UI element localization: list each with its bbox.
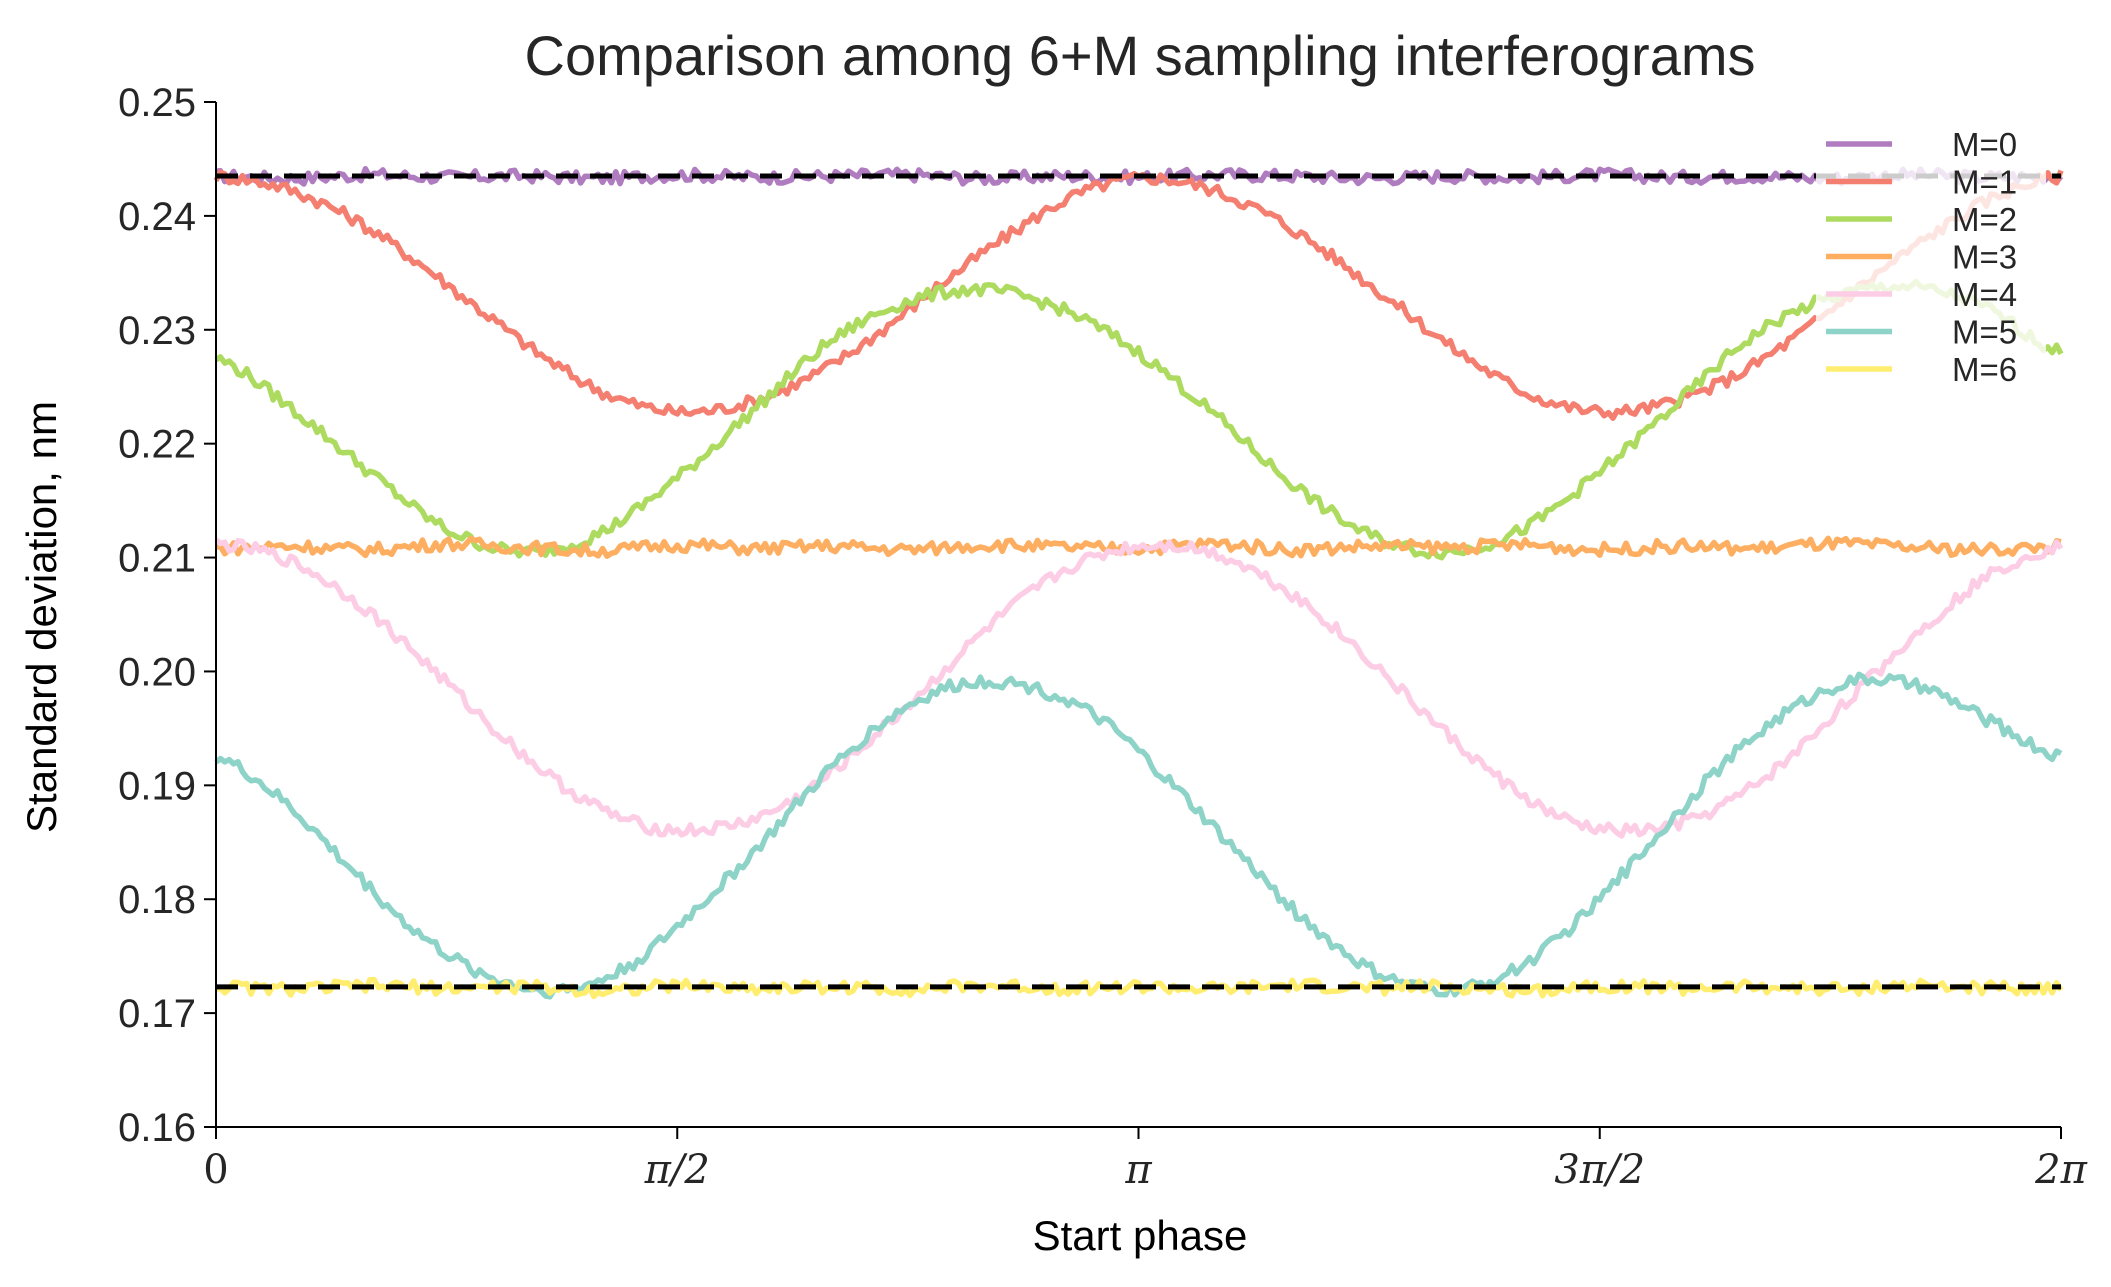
y-tick-label: 0.22 xyxy=(118,423,196,467)
y-tick-label: 0.16 xyxy=(118,1106,196,1150)
y-tick-label: 0.20 xyxy=(118,650,196,694)
y-tick-label: 0.25 xyxy=(118,81,196,125)
legend-label: M=6 xyxy=(1952,351,2017,388)
plot-lines xyxy=(213,165,2064,1000)
axes xyxy=(215,102,2061,1128)
x-tick-label: 0 xyxy=(203,1147,228,1193)
legend-label: M=4 xyxy=(1952,276,2017,313)
y-tick-label: 0.24 xyxy=(118,195,196,239)
y-tick-label: 0.21 xyxy=(118,537,196,581)
series-line xyxy=(215,535,2062,559)
series-line xyxy=(214,278,2064,561)
series-line xyxy=(214,671,2063,1000)
x-tick-label: π/2 xyxy=(644,1147,710,1193)
legend-label: M=0 xyxy=(1952,126,2017,163)
legend-label: M=2 xyxy=(1952,201,2017,238)
y-tick-label: 0.23 xyxy=(118,309,196,353)
x-tick-label: 2π xyxy=(2034,1147,2087,1193)
chart-title: Comparison among 6+M sampling interferog… xyxy=(525,24,1756,87)
legend-label: M=5 xyxy=(1952,314,2017,351)
y-tick-label: 0.18 xyxy=(118,878,196,922)
legend-label: M=1 xyxy=(1952,164,2017,201)
y-tick-label: 0.19 xyxy=(118,764,196,808)
series-line xyxy=(214,537,2064,839)
legend-label: M=3 xyxy=(1952,239,2017,276)
x-axis-label: Start phase xyxy=(1033,1212,1248,1259)
y-tick-label: 0.17 xyxy=(118,992,196,1036)
reference-lines xyxy=(216,173,2061,990)
x-tick-label: π xyxy=(1124,1147,1152,1193)
x-tick-label: 3π/2 xyxy=(1554,1147,1645,1193)
series-line xyxy=(213,169,2064,421)
x-ticks: 0 π/2 π 3π/2 2π xyxy=(203,1127,2088,1193)
legend: M=0M=1M=2M=3M=4M=5M=6 xyxy=(1816,120,2046,391)
series-line xyxy=(215,976,2064,1000)
y-axis-label: Standard deviation, nm xyxy=(18,401,65,833)
y-ticks: 0.16 0.17 0.18 0.19 0.20 0.21 0.22 0.23 0.24 0.25 xyxy=(118,81,216,1150)
